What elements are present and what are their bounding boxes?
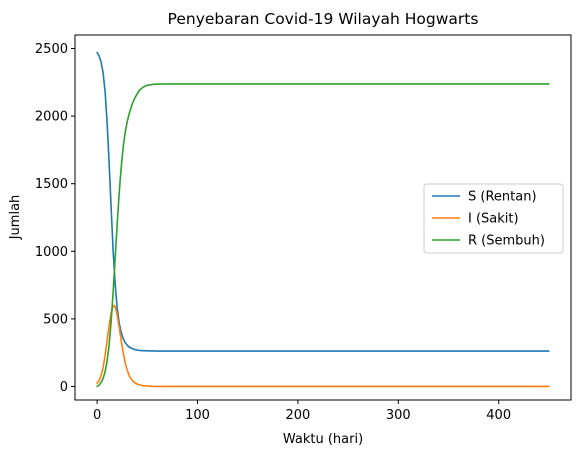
- y-tick-label: 1500: [35, 177, 68, 192]
- series-line-i-sakit: [96, 304, 550, 388]
- y-tick-label: 2000: [35, 110, 68, 125]
- legend-label: R (Sembuh): [468, 234, 545, 249]
- x-tick-label: 0: [93, 408, 101, 423]
- y-tick-label: 1000: [35, 245, 68, 260]
- series-line-s-rentan: [96, 51, 550, 352]
- chart-title: Penyebaran Covid-19 Wilayah Hogwarts: [168, 10, 479, 28]
- legend-label: S (Rentan): [468, 190, 537, 205]
- x-tick-label: 400: [486, 408, 511, 423]
- legend-box: [423, 183, 564, 254]
- y-tick-label: 500: [43, 312, 68, 327]
- y-tick-label: 0: [60, 380, 68, 395]
- plot-content: [96, 51, 550, 388]
- y-tick-label: 2500: [35, 42, 68, 57]
- series-line-r-sembuh: [96, 83, 550, 388]
- x-tick-label: 200: [285, 408, 310, 423]
- legend-label: I (Sakit): [468, 212, 519, 227]
- axis-ticks: 0 100 200 300 400 0 500 1000 1500 2000 2500: [35, 42, 511, 423]
- x-tick-label: 100: [185, 408, 210, 423]
- x-tick-label: 300: [386, 408, 411, 423]
- y-axis-label: Jumlah: [8, 195, 23, 241]
- plot-frame: [74, 34, 572, 401]
- legend: S (Rentan) I (Sakit) R (Sembuh): [423, 183, 564, 254]
- x-axis-label: Waktu (hari): [283, 432, 363, 447]
